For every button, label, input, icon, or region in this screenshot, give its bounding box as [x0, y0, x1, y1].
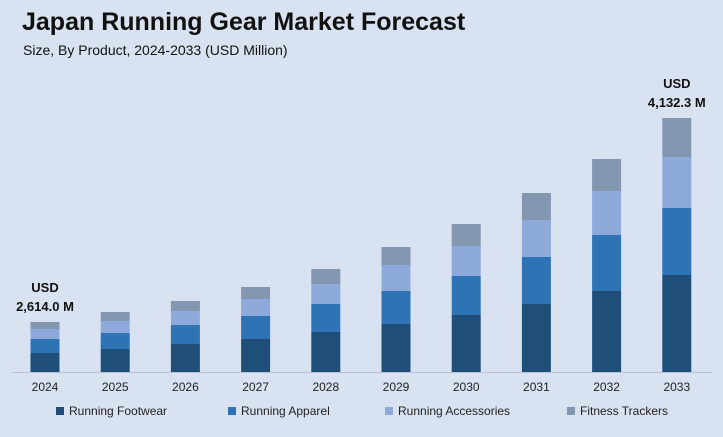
bar-segment-running-footwear-2031	[521, 304, 551, 372]
bar-segment-fitness-trackers-2033	[662, 118, 692, 157]
bar-segment-fitness-trackers-2029	[381, 247, 411, 265]
legend-item-running-footwear: Running Footwear	[56, 404, 167, 418]
x-tick-label: 2032	[593, 380, 620, 394]
legend-label: Running Apparel	[241, 404, 330, 418]
total-value-annotation: 4,132.3 M	[648, 95, 706, 110]
bar-segment-running-apparel-2032	[592, 235, 622, 291]
total-value-annotation: USD	[31, 280, 58, 295]
bar-segment-running-footwear-2033	[662, 275, 692, 372]
legend-label: Running Footwear	[69, 404, 168, 418]
x-tick-label: 2031	[523, 380, 550, 394]
x-tick-label: 2026	[172, 380, 199, 394]
stacked-bar-chart: 2024 USD 2,614.0 M 2025 2026 2027 2028 2029 2030…	[12, 76, 712, 394]
x-tick-label: 2027	[242, 380, 269, 394]
legend-label: Running Accessories	[398, 404, 511, 418]
bar-segment-running-apparel-2033	[662, 208, 692, 275]
bar-segment-running-apparel-2025	[100, 333, 130, 349]
x-tick-label: 2030	[453, 380, 480, 394]
bar-segment-running-apparel-2030	[451, 276, 481, 315]
chart-subtitle: Size, By Product, 2024-2033 (USD Million…	[23, 42, 288, 58]
x-tick-label: 2024	[32, 380, 59, 394]
legend-item-running-accessories: Running Accessories	[385, 404, 510, 418]
bar-segment-running-apparel-2031	[521, 257, 551, 304]
x-tick-label: 2028	[312, 380, 339, 394]
bar-segment-running-accessories-2029	[381, 265, 411, 291]
bar-segment-running-accessories-2030	[451, 246, 481, 276]
bar-segment-running-footwear-2028	[311, 332, 341, 372]
bar-segment-running-accessories-2032	[592, 191, 622, 235]
bar-segment-fitness-trackers-2024	[30, 322, 60, 329]
bar-segment-running-footwear-2027	[241, 339, 271, 372]
chart-legend: Running Footwear Running Apparel Running A…	[0, 404, 723, 424]
bar-segment-running-apparel-2024	[30, 339, 60, 353]
total-value-annotation: 2,614.0 M	[16, 299, 74, 314]
bar-segment-running-accessories-2028	[311, 284, 341, 304]
bar-segment-running-apparel-2029	[381, 291, 411, 324]
bar-segment-fitness-trackers-2026	[170, 301, 200, 311]
bar-segment-running-footwear-2029	[381, 324, 411, 372]
bar-segment-fitness-trackers-2032	[592, 159, 622, 191]
x-tick-label: 2029	[383, 380, 410, 394]
bar-segment-running-accessories-2026	[170, 311, 200, 325]
bar-segment-running-footwear-2032	[592, 291, 622, 372]
chart-title: Japan Running Gear Market Forecast	[22, 8, 466, 36]
legend-swatch	[56, 407, 64, 415]
legend-label: Fitness Trackers	[580, 404, 669, 418]
bar-segment-running-footwear-2024	[30, 353, 60, 372]
x-tick-label: 2033	[663, 380, 690, 394]
legend-swatch	[385, 407, 393, 415]
x-tick-label: 2025	[102, 380, 129, 394]
legend-swatch	[567, 407, 575, 415]
bar-segment-fitness-trackers-2027	[241, 287, 271, 299]
bar-segment-running-accessories-2024	[30, 329, 60, 339]
bar-segment-fitness-trackers-2030	[451, 224, 481, 246]
bar-segment-fitness-trackers-2031	[521, 193, 551, 220]
legend-item-fitness-trackers: Fitness Trackers	[567, 404, 668, 418]
bar-segment-running-apparel-2027	[241, 316, 271, 339]
bar-segment-running-footwear-2030	[451, 315, 481, 372]
bar-segment-fitness-trackers-2028	[311, 269, 341, 284]
bar-segment-running-footwear-2026	[170, 344, 200, 372]
total-value-annotation: USD	[663, 76, 690, 91]
legend-item-running-apparel: Running Apparel	[228, 404, 330, 418]
bar-segment-running-apparel-2028	[311, 304, 341, 332]
bar-segment-fitness-trackers-2025	[100, 312, 130, 321]
bar-segment-running-accessories-2031	[521, 220, 551, 257]
bar-segment-running-accessories-2025	[100, 321, 130, 333]
bar-segment-running-accessories-2027	[241, 299, 271, 316]
bar-segment-running-accessories-2033	[662, 157, 692, 208]
bar-segment-running-footwear-2025	[100, 349, 130, 372]
legend-swatch	[228, 407, 236, 415]
bar-segment-running-apparel-2026	[170, 325, 200, 344]
